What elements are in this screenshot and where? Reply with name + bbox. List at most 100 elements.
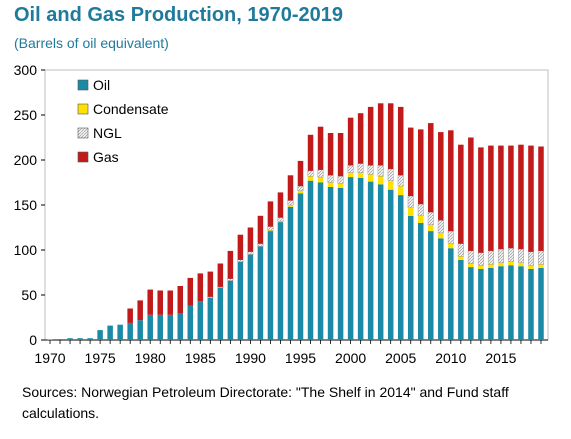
- bar-gas-2002: [367, 106, 374, 166]
- bar-gas-2007: [417, 129, 424, 205]
- bar-ngl-1994: [287, 200, 294, 206]
- bar-oil-2012: [468, 267, 474, 340]
- bar-condensate-2007: [417, 215, 424, 223]
- bar-condensate-1997: [317, 177, 324, 183]
- legend-label-ngl: NGL: [93, 125, 122, 141]
- bar-gas-1988: [227, 250, 234, 279]
- bar-condensate-1999: [337, 183, 344, 188]
- bar-gas-1983: [177, 286, 184, 313]
- bar-condensate-1994: [287, 205, 294, 207]
- legend-swatch-gas: [77, 151, 89, 163]
- bar-oil-1985: [197, 301, 204, 340]
- bar-ngl-2011: [457, 243, 464, 257]
- legend-label-condensate: Condensate: [93, 101, 169, 117]
- bar-oil-1987: [217, 287, 224, 340]
- legend-label-oil: Oil: [93, 77, 110, 93]
- bar-ngl-2007: [417, 203, 424, 217]
- bar-gas-1993: [277, 192, 284, 218]
- y-tick-label: 200: [14, 152, 38, 168]
- bar-gas-1982: [167, 290, 174, 315]
- bar-gas-2017: [518, 144, 524, 250]
- legend-label-gas: Gas: [93, 149, 119, 165]
- bar-ngl-1995: [297, 185, 304, 191]
- bar-ngl-1992: [267, 226, 274, 231]
- legend-swatch-ngl: [77, 127, 89, 139]
- bar-condensate-2006: [407, 207, 414, 216]
- bar-gas-1997: [317, 126, 324, 170]
- bar-ngl-1986: [207, 296, 214, 298]
- bar-oil-2017: [518, 266, 524, 340]
- bar-oil-2014: [488, 268, 494, 340]
- x-tick-label: 1995: [285, 350, 316, 366]
- bar-condensate-2005: [397, 186, 404, 196]
- bar-gas-1999: [337, 133, 344, 177]
- bar-oil-1991: [257, 246, 264, 340]
- bar-ngl-1998: [327, 175, 334, 183]
- bar-condensate-1998: [327, 182, 334, 187]
- bar-gas-1989: [237, 234, 244, 260]
- bar-oil-1996: [307, 180, 314, 340]
- bar-oil-1978: [127, 322, 133, 340]
- bar-ngl-2003: [377, 165, 384, 177]
- bar-oil-1973: [77, 338, 83, 340]
- bar-condensate-1996: [307, 176, 314, 181]
- bar-oil-1986: [207, 297, 214, 340]
- y-tick-label: 150: [14, 197, 38, 213]
- bar-oil-1982: [167, 314, 174, 340]
- bar-gas-2019: [538, 146, 544, 251]
- bar-gas-1986: [207, 271, 214, 297]
- bar-oil-1980: [147, 314, 153, 340]
- bar-oil-2001: [357, 178, 364, 340]
- bar-oil-2007: [417, 223, 424, 340]
- bar-condensate-2001: [357, 172, 364, 178]
- bar-gas-1996: [307, 134, 314, 171]
- bar-oil-1983: [177, 313, 184, 340]
- bar-gas-2008: [428, 123, 434, 213]
- bar-oil-1970: [47, 339, 53, 341]
- bar-gas-2004: [387, 103, 394, 169]
- bar-oil-2011: [458, 259, 464, 340]
- bar-oil-2010: [448, 248, 454, 340]
- bar-oil-2004: [387, 189, 394, 340]
- bar-oil-2016: [508, 265, 514, 340]
- bar-condensate-1993: [277, 221, 284, 223]
- bar-ngl-2008: [427, 211, 434, 225]
- bar-oil-1999: [337, 187, 344, 340]
- bar-ngl-2010: [447, 230, 454, 244]
- bar-condensate-2016: [508, 261, 514, 266]
- bar-condensate-2014: [488, 264, 494, 268]
- bar-oil-1990: [247, 254, 254, 340]
- bar-ngl-2016: [507, 247, 514, 262]
- bar-oil-2006: [407, 215, 414, 340]
- bar-ngl-1991: [257, 243, 264, 247]
- bar-oil-1975: [97, 330, 103, 340]
- bar-oil-1971: [57, 339, 63, 340]
- x-tick-label: 1990: [235, 350, 266, 366]
- bar-condensate-2000: [347, 172, 354, 178]
- bar-gas-2014: [488, 145, 494, 251]
- bar-ngl-1997: [317, 169, 324, 178]
- bar-gas-2001: [357, 113, 364, 164]
- bar-ngl-2006: [407, 195, 414, 208]
- bar-oil-1998: [327, 187, 334, 340]
- bar-oil-1993: [277, 222, 284, 340]
- bar-condensate-2008: [428, 224, 434, 232]
- bar-gas-1994: [287, 175, 294, 201]
- bar-oil-1992: [267, 231, 274, 340]
- bar-oil-2000: [347, 177, 354, 340]
- bar-oil-2009: [438, 238, 444, 340]
- bar-condensate-2012: [468, 263, 474, 268]
- bar-gas-1995: [297, 160, 304, 187]
- bar-gas-2012: [468, 137, 474, 251]
- bar-ngl-1987: [217, 286, 224, 288]
- bar-condensate-1995: [297, 190, 304, 194]
- bar-condensate-2003: [377, 176, 384, 185]
- y-tick-label: 300: [14, 62, 38, 78]
- y-tick-label: 250: [14, 107, 38, 123]
- bar-oil-1994: [287, 206, 294, 340]
- bar-condensate-2010: [448, 243, 454, 249]
- x-tick-label: 1980: [135, 350, 166, 366]
- bar-gas-1990: [247, 227, 254, 252]
- bar-oil-1974: [87, 338, 93, 340]
- chart-subtitle: (Barrels of oil equivalent): [14, 35, 169, 51]
